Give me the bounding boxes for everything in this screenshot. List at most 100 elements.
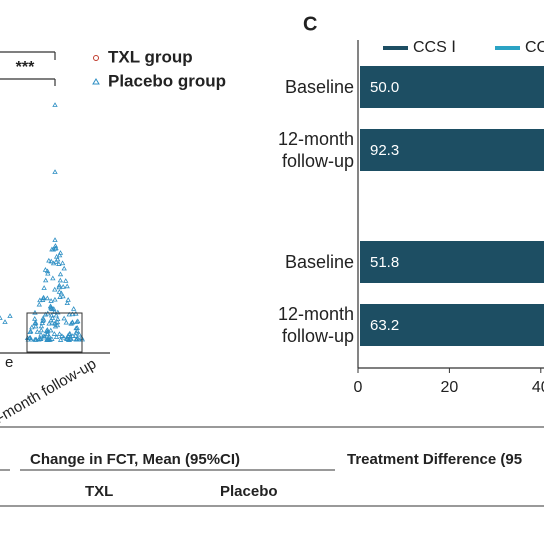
swarm-point [53, 245, 59, 251]
swarm-point [44, 331, 50, 337]
swarm-point [40, 294, 47, 300]
x-tick-label: 0 [354, 379, 363, 396]
swarm-point [63, 319, 69, 325]
value-label: 51.8 [370, 254, 399, 271]
swarm-point [51, 331, 58, 336]
significance: *** [16, 59, 35, 76]
swarm-point [69, 319, 75, 325]
legend-label: CC [525, 39, 544, 56]
swarm-point [38, 327, 44, 333]
x-tick-label: 20 [441, 379, 459, 396]
x-tick-label: 40 [532, 379, 544, 396]
swarm-point [42, 267, 49, 272]
value-label: 63.2 [370, 317, 399, 334]
swarm-point [70, 306, 77, 311]
swarm-point [63, 336, 70, 341]
legend-label: TXL group [108, 47, 193, 66]
table-header: Treatment Difference (95 [347, 451, 522, 468]
swarm-point [56, 289, 63, 294]
column-header: Placebo [220, 483, 278, 500]
swarm-point [52, 296, 58, 302]
swarm-point [57, 294, 63, 299]
swarm-point [64, 300, 70, 306]
x-label: 12-month follow-up [0, 355, 99, 434]
swarm-point [63, 278, 69, 283]
swarm-point [64, 283, 70, 289]
swarm-point [40, 316, 47, 322]
swarm-point [54, 319, 61, 325]
value-label: 50.0 [370, 79, 399, 96]
legend-label: CCS Ⅰ [413, 39, 456, 56]
category-label: Baseline [284, 252, 354, 272]
swarm-point [48, 317, 54, 323]
swarm-point [29, 324, 35, 330]
column-header: TXL [85, 483, 113, 500]
swarm-point [65, 297, 71, 302]
swarm-point [53, 312, 59, 318]
swarm-point [50, 275, 56, 281]
legend-label: Placebo group [108, 71, 226, 90]
swarm-point [34, 328, 41, 334]
swarm-point [53, 334, 60, 339]
swarm-point [70, 333, 76, 338]
swarm-point [73, 336, 79, 342]
swarm-point [61, 265, 67, 271]
box [26, 312, 83, 353]
swarm-point [52, 245, 58, 251]
swarm-point [52, 169, 58, 174]
swarm-point [32, 336, 38, 342]
swarm-point [52, 286, 58, 292]
swarm-point [56, 252, 63, 258]
category-label: Baseline [284, 77, 354, 97]
swarm-point [32, 315, 38, 321]
swarm-point [46, 336, 52, 341]
bar-chart: 50.0 92.3 51.8 63.2 0 20 40 CCS Ⅰ CC [354, 39, 544, 396]
swarm-point [38, 331, 44, 337]
legend-marker [92, 78, 100, 85]
swarm [0, 102, 86, 342]
swarm-point [41, 334, 47, 340]
swarm-point [66, 311, 72, 317]
swarm-point [56, 284, 62, 290]
swarm-point [36, 336, 42, 342]
swarm-point [46, 320, 52, 326]
swarm-point [72, 332, 79, 338]
swarm-point [32, 320, 38, 326]
swarm-point [56, 331, 63, 336]
swarm-point [36, 301, 42, 307]
swarm-point [56, 261, 62, 266]
swarm-point [48, 298, 54, 303]
swarm-point [51, 309, 58, 314]
swarm-point [53, 259, 59, 264]
swarm-point [32, 309, 38, 315]
swarm-point [57, 337, 64, 342]
swarm-point [52, 323, 59, 329]
swarm-point [74, 336, 80, 341]
value-label: 92.3 [370, 142, 399, 159]
swarm-point [73, 329, 79, 335]
bar [360, 129, 544, 171]
swarm-point [56, 282, 63, 288]
swarm-point [75, 318, 81, 324]
swarm-point [33, 323, 39, 329]
bar [360, 66, 544, 108]
swarm-point [39, 297, 46, 302]
category-label: 12-month follow-up [277, 129, 354, 171]
swarm-point [43, 328, 50, 333]
panel-label: C [303, 13, 317, 35]
legend-marker [93, 55, 99, 61]
swarm-point [48, 327, 54, 333]
table-header: Change in FCT, Mean (95%CI) [30, 451, 240, 468]
swarm-point [7, 313, 13, 318]
swarm-point [57, 271, 64, 277]
swarm-point [55, 309, 61, 315]
swarm-point [45, 270, 51, 276]
swarm-point [39, 320, 46, 326]
swarm-point [46, 257, 52, 263]
swarm-point [47, 303, 54, 309]
bar [360, 241, 544, 283]
swarm-point [53, 253, 60, 259]
swarm-point [42, 311, 49, 317]
swarm-point [44, 295, 51, 301]
